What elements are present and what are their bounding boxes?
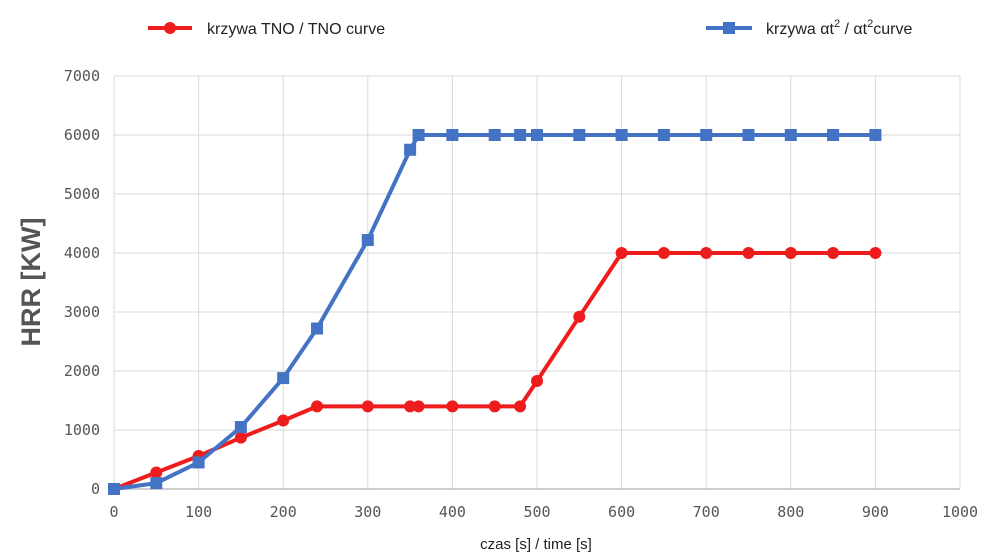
legend-item-tno: krzywa TNO / TNO curve — [148, 21, 385, 38]
series-0-point-8 — [412, 400, 425, 413]
series-1-point-2 — [192, 456, 205, 469]
x-tick-label-500: 500 — [523, 503, 550, 521]
series-0-point-6 — [361, 400, 374, 413]
series-0-point-14 — [615, 247, 628, 259]
series-1-point-19 — [827, 129, 840, 141]
legend-label-at2-suffix: curve — [873, 21, 912, 38]
series-1-point-12 — [531, 129, 543, 141]
series-1-point-8 — [412, 129, 425, 141]
y-tick-label-3000: 3000 — [64, 303, 100, 321]
series-0-point-1 — [150, 466, 163, 479]
x-axis-label: czas [s] / time [s] — [480, 536, 592, 553]
legend-label-at2: krzywa αt2 / αt2curve — [766, 18, 912, 38]
series-1-point-7 — [404, 143, 417, 156]
legend: krzywa TNO / TNO curve krzywa αt2 / αt2c… — [148, 18, 912, 38]
y-tick-label-1000: 1000 — [64, 421, 100, 439]
series-1-point-3 — [234, 421, 247, 434]
series-0-point-19 — [827, 247, 840, 259]
legend-label-at2-symbol-2: αt — [853, 21, 867, 38]
series-1-point-0 — [108, 483, 120, 495]
series-0-point-13 — [573, 310, 586, 323]
series-1-point-17 — [742, 129, 755, 141]
series-1-point-18 — [784, 129, 797, 141]
x-tick-label-400: 400 — [439, 503, 466, 521]
series-1-point-10 — [488, 129, 501, 141]
x-tick-label-700: 700 — [693, 503, 720, 521]
series-1 — [108, 129, 882, 495]
legend-marker-at2 — [723, 22, 735, 34]
series-0-point-5 — [311, 400, 324, 413]
legend-marker-tno — [164, 22, 176, 34]
legend-label-at2-symbol: αt — [820, 21, 834, 38]
legend-label-at2-sup-2: 2 — [867, 18, 873, 30]
series-1-point-16 — [700, 129, 713, 141]
legend-item-at2: krzywa αt2 / αt2curve — [706, 18, 912, 38]
x-tick-label-0: 0 — [109, 503, 118, 521]
y-tick-label-6000: 6000 — [64, 126, 100, 144]
series-1-point-13 — [573, 129, 586, 141]
series-0-point-16 — [700, 247, 713, 259]
x-tick-label-100: 100 — [185, 503, 212, 521]
series-layer — [108, 129, 882, 495]
series-0-point-3 — [234, 431, 247, 444]
series-0-point-12 — [531, 375, 543, 388]
y-tick-label-0: 0 — [91, 480, 100, 498]
series-0-point-15 — [657, 247, 670, 259]
y-tick-label-5000: 5000 — [64, 185, 100, 203]
y-axis-label: HRR [KW] — [16, 218, 46, 347]
series-0-point-11 — [514, 400, 527, 413]
x-tick-label-600: 600 — [608, 503, 635, 521]
series-0-point-18 — [784, 247, 797, 259]
series-0-point-9 — [446, 400, 459, 413]
series-0-point-17 — [742, 247, 755, 259]
legend-label-at2-mid: / — [840, 21, 853, 38]
legend-label-tno: krzywa TNO / TNO curve — [207, 21, 385, 38]
series-1-point-11 — [514, 129, 527, 141]
y-tick-label-4000: 4000 — [64, 244, 100, 262]
series-1-point-1 — [150, 477, 163, 490]
series-0 — [108, 247, 882, 495]
series-1-point-15 — [657, 129, 670, 141]
y-tick-label-7000: 7000 — [64, 67, 100, 85]
tick-labels: 0 100 200 300 400 500 600 700 800 900 1000 0 1000 200… — [64, 67, 978, 521]
series-0-point-20 — [869, 247, 882, 259]
x-tick-label-300: 300 — [354, 503, 381, 521]
series-1-point-5 — [311, 322, 324, 335]
series-0-point-10 — [488, 400, 501, 413]
x-tick-label-900: 900 — [862, 503, 889, 521]
series-0-point-4 — [277, 414, 290, 427]
series-1-point-6 — [361, 234, 374, 247]
series-0-point-7 — [404, 400, 417, 413]
x-tick-label-800: 800 — [777, 503, 804, 521]
y-tick-label-2000: 2000 — [64, 362, 100, 380]
series-1-point-4 — [277, 372, 290, 385]
series-1-point-14 — [615, 129, 628, 141]
legend-label-at2-prefix: krzywa — [766, 21, 820, 38]
legend-label-at2-sup: 2 — [834, 18, 840, 30]
series-1-point-20 — [869, 129, 882, 141]
x-tick-label-200: 200 — [270, 503, 297, 521]
x-tick-label-1000: 1000 — [942, 503, 978, 521]
series-1-point-9 — [446, 129, 459, 141]
